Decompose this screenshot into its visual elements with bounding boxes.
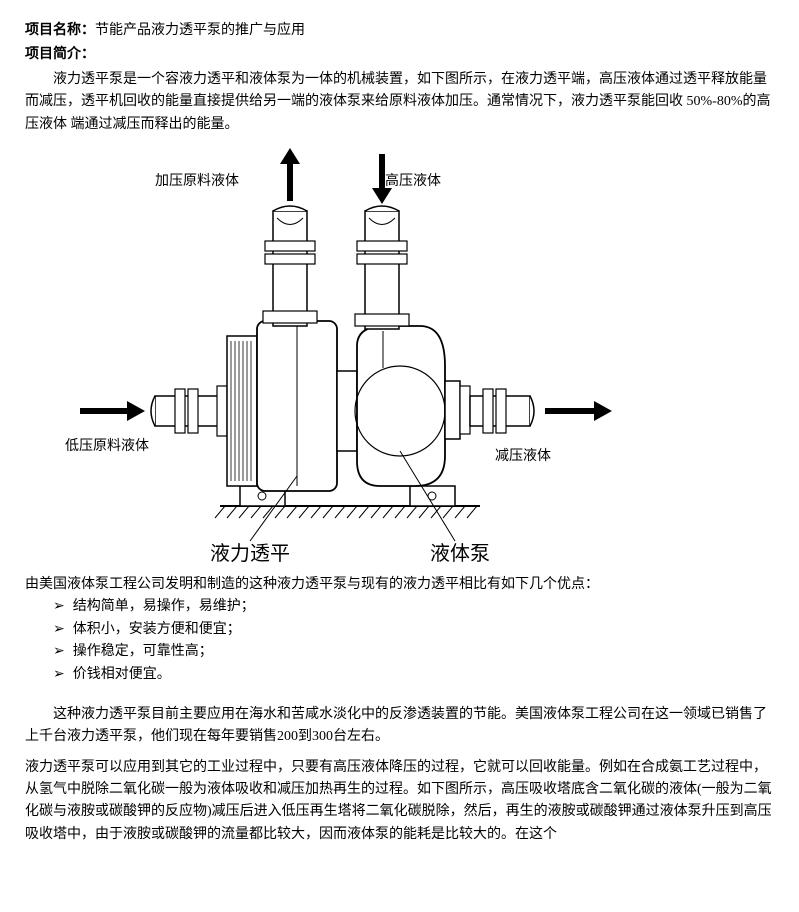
advantages-list: 结构简单，易操作，易维护； 体积小，安装方便和便宜； 操作稳定，可靠性高； 价钱…: [53, 596, 774, 686]
project-name-value: 节能产品液力透平泵的推广与应用: [95, 23, 305, 38]
label-top-left: 加压原料液体: [155, 171, 239, 193]
label-right: 减压液体: [495, 446, 551, 468]
turbine-pump-diagram: 加压原料液体 高压液体 低压原料液体 减压液体 液力透平 液体泵: [25, 146, 775, 566]
list-item: 结构简单，易操作，易维护；: [53, 596, 774, 618]
pump-svg: [25, 146, 775, 566]
advantages-section: 由美国液体泵工程公司发明和制造的这种液力透平泵与现有的液力透平相比有如下几个优点…: [25, 574, 774, 686]
list-item: 体积小，安装方便和便宜；: [53, 619, 774, 641]
list-item: 价钱相对便宜。: [53, 664, 774, 686]
project-name-line: 项目名称：节能产品液力透平泵的推广与应用: [25, 20, 774, 42]
body-para-1: 这种液力透平泵目前主要应用在海水和苦咸水淡化中的反渗透装置的节能。美国液体泵工程…: [25, 704, 774, 749]
label-left: 低压原料液体: [65, 436, 149, 458]
callout-left: 液力透平: [210, 538, 290, 570]
project-intro-label: 项目简介：: [25, 44, 774, 66]
label-top-right: 高压液体: [385, 171, 441, 193]
advantages-lead: 由美国液体泵工程公司发明和制造的这种液力透平泵与现有的液力透平相比有如下几个优点…: [25, 574, 774, 596]
callout-right: 液体泵: [430, 538, 490, 570]
body-para-2: 液力透平泵可以应用到其它的工业过程中，只要有高压液体降压的过程，它就可以回收能量…: [25, 757, 774, 847]
project-name-label: 项目名称：: [25, 23, 95, 38]
list-item: 操作稳定，可靠性高；: [53, 641, 774, 663]
project-intro-text: 液力透平泵是一个容液力透平和液体泵为一体的机械装置，如下图所示，在液力透平端，高…: [25, 69, 774, 136]
